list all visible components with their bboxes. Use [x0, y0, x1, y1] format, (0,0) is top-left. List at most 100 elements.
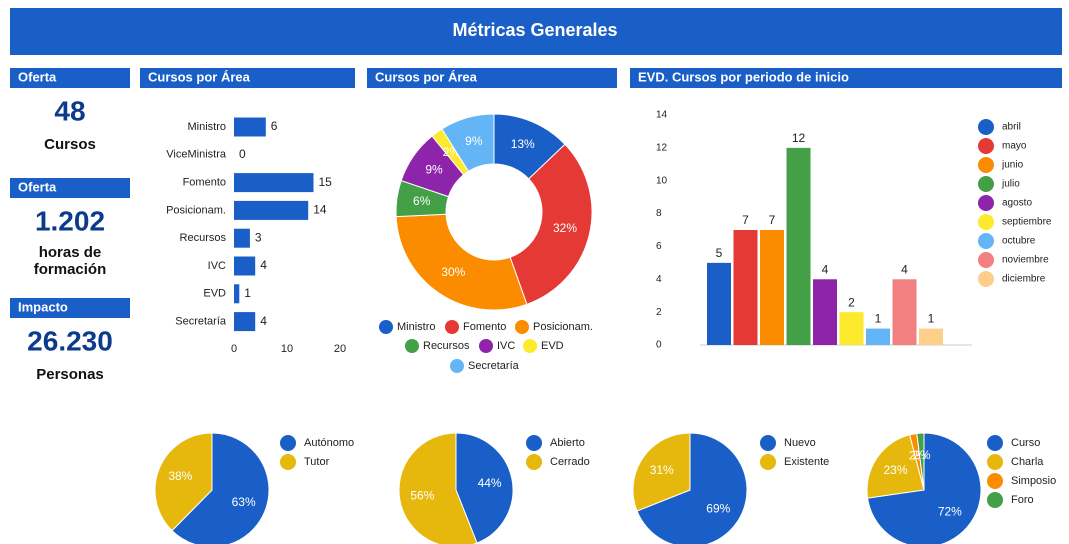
slice — [509, 143, 593, 305]
bar — [866, 328, 890, 345]
slice-label: 56% — [410, 489, 434, 503]
legend-dot — [978, 119, 994, 135]
data-label: 1 — [244, 286, 251, 300]
data-label: 5 — [716, 246, 723, 260]
legend-dot — [987, 454, 1003, 470]
legend-dot — [978, 252, 994, 268]
legend-dot — [978, 138, 994, 154]
legend-dot — [760, 435, 776, 451]
legend-label: Posicionam. — [533, 321, 593, 333]
slice — [916, 432, 925, 491]
data-label: 1 — [928, 312, 935, 326]
y-tick-label: 8 — [656, 208, 662, 219]
legend-dot — [526, 435, 542, 451]
slice-label: 23% — [884, 463, 908, 477]
bar — [892, 279, 917, 345]
data-label: 3 — [255, 230, 262, 244]
slice-label: 69% — [706, 501, 730, 515]
y-tick-label: 14 — [656, 110, 668, 121]
legend-dot — [978, 176, 994, 192]
data-label: 15 — [319, 175, 333, 189]
category-label: EVD — [203, 288, 226, 300]
legend-dot — [515, 320, 529, 334]
kpi-label: Personas — [36, 366, 104, 383]
kpi-label: Cursos — [44, 136, 96, 153]
data-label: 4 — [260, 314, 267, 328]
bar — [839, 312, 864, 345]
category-label: Ministro — [187, 121, 226, 133]
legend-dot — [445, 320, 459, 334]
slice-label: 32% — [553, 221, 577, 235]
slice-label: 38% — [168, 469, 192, 483]
legend-dot — [450, 359, 464, 373]
legend-label: Tutor — [304, 456, 330, 468]
data-label: 4 — [822, 262, 829, 276]
legend-label: Secretaría — [468, 360, 520, 372]
legend-label: Nuevo — [784, 437, 816, 449]
bar — [234, 284, 240, 304]
section-title: Oferta — [18, 69, 57, 84]
kpi-value: 48 — [54, 95, 85, 126]
slice-label: 63% — [232, 495, 256, 509]
section-bar — [10, 298, 130, 318]
legend-dot — [280, 435, 296, 451]
legend-dot — [978, 214, 994, 230]
bar — [234, 228, 250, 248]
x-tick-label: 0 — [231, 343, 237, 355]
section-bar — [10, 178, 130, 198]
category-label: ViceMinistra — [166, 149, 227, 161]
section-title: EVD. Cursos por periodo de inicio — [638, 69, 849, 84]
legend-label: Existente — [784, 456, 829, 468]
category-label: Recursos — [180, 232, 227, 244]
legend-dot — [987, 492, 1003, 508]
section-bar — [630, 68, 1062, 88]
bar — [733, 230, 758, 345]
legend-dot — [523, 339, 537, 353]
bar — [707, 262, 731, 345]
legend-label: Curso — [1011, 437, 1040, 449]
slice-label: 44% — [478, 476, 502, 490]
data-label: 7 — [769, 213, 776, 227]
data-label: 2 — [848, 295, 855, 309]
legend-label: junio — [1001, 160, 1024, 171]
slice-label: 9% — [465, 134, 483, 148]
legend-label: noviembre — [1002, 255, 1049, 266]
legend-dot — [526, 454, 542, 470]
legend-dot — [978, 233, 994, 249]
category-label: Fomento — [183, 177, 226, 189]
kpi-value: 1.202 — [35, 205, 105, 236]
slice-label: 2% — [913, 448, 931, 462]
data-label: 7 — [742, 213, 749, 227]
legend-label: IVC — [497, 340, 515, 352]
legend-dot — [405, 339, 419, 353]
slice-label: 6% — [413, 194, 431, 208]
slice — [441, 113, 495, 173]
bar — [234, 312, 256, 332]
slice — [154, 432, 213, 532]
slice-label: 30% — [441, 265, 465, 279]
section-bar — [367, 68, 617, 88]
slice-label: 31% — [650, 463, 674, 477]
bar — [234, 256, 256, 276]
bar — [760, 230, 784, 345]
bar — [786, 147, 811, 345]
slice — [398, 432, 478, 544]
kpi-label: formación — [34, 261, 107, 278]
data-label: 6 — [271, 119, 278, 133]
section-title: Impacto — [18, 299, 68, 314]
bar — [234, 200, 309, 220]
legend-dot — [978, 271, 994, 287]
y-tick-label: 12 — [656, 142, 668, 153]
slice — [455, 432, 514, 544]
legend-label: Simposio — [1011, 475, 1056, 487]
kpi-label: horas de — [39, 244, 102, 261]
legend-label: Recursos — [423, 340, 470, 352]
slice — [866, 434, 925, 499]
section-title: Oferta — [18, 179, 57, 194]
slice — [636, 432, 748, 544]
section-bar — [140, 68, 355, 88]
section-title: Cursos por Área — [375, 69, 478, 84]
legend-label: Charla — [1011, 456, 1044, 468]
legend-label: Fomento — [463, 321, 506, 333]
bar — [234, 173, 314, 193]
